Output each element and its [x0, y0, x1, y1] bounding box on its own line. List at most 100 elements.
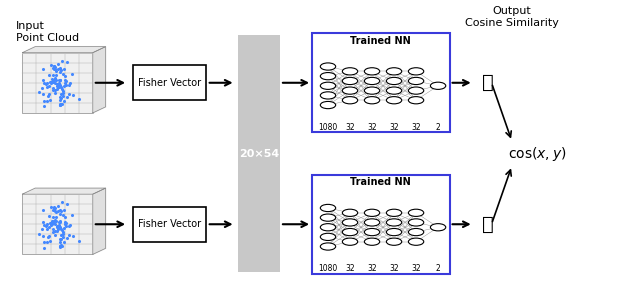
Point [56, 101, 66, 106]
Polygon shape [93, 188, 106, 254]
Circle shape [408, 228, 424, 236]
Circle shape [342, 97, 358, 104]
FancyBboxPatch shape [312, 175, 450, 274]
Point [39, 98, 49, 103]
Text: Trained NN: Trained NN [351, 36, 411, 46]
Point [55, 70, 65, 75]
Point [50, 88, 60, 92]
Point [51, 82, 61, 87]
Point [58, 232, 68, 237]
Point [54, 219, 65, 224]
Text: 32: 32 [345, 264, 355, 273]
Point [57, 228, 67, 232]
Text: Fisher Vector: Fisher Vector [138, 78, 201, 88]
Point [58, 90, 68, 95]
Point [42, 227, 52, 231]
Point [67, 72, 77, 76]
Circle shape [364, 68, 380, 75]
Circle shape [364, 238, 380, 245]
Text: 32: 32 [389, 264, 399, 273]
Point [55, 236, 65, 241]
Circle shape [321, 243, 336, 250]
Point [56, 102, 66, 107]
Point [53, 62, 63, 67]
Point [56, 244, 66, 249]
Point [55, 219, 65, 224]
Point [48, 88, 58, 92]
Point [46, 81, 56, 85]
Point [41, 223, 51, 228]
Point [34, 90, 44, 95]
Point [47, 221, 58, 226]
Point [60, 224, 70, 228]
Bar [22, 194, 93, 254]
Point [68, 234, 78, 238]
Point [51, 77, 61, 82]
Point [57, 86, 67, 91]
Point [55, 244, 65, 249]
Text: 32: 32 [389, 123, 399, 132]
Point [49, 219, 59, 223]
Point [54, 82, 64, 87]
Point [43, 94, 53, 98]
Point [48, 227, 58, 231]
Text: Input
Point Cloud: Input Point Cloud [16, 21, 79, 43]
Point [57, 200, 67, 204]
Point [42, 80, 52, 85]
Point [38, 208, 48, 213]
Point [49, 219, 59, 223]
Circle shape [408, 68, 424, 75]
Circle shape [387, 77, 402, 85]
Point [52, 87, 63, 92]
Point [46, 222, 56, 227]
Point [62, 202, 72, 206]
Point [54, 81, 65, 85]
Point [55, 78, 65, 83]
Point [55, 66, 65, 71]
Point [46, 63, 56, 67]
Point [55, 239, 65, 244]
Text: $\cos(x, y)$: $\cos(x, y)$ [508, 144, 567, 163]
Circle shape [342, 87, 358, 94]
Circle shape [321, 73, 336, 80]
Point [56, 102, 67, 107]
Point [38, 92, 49, 97]
Text: 32: 32 [412, 264, 421, 273]
Point [51, 73, 61, 78]
Circle shape [387, 68, 402, 75]
Point [48, 221, 58, 226]
Point [60, 219, 70, 224]
Point [50, 232, 60, 237]
Point [53, 226, 63, 231]
Point [53, 203, 63, 208]
Point [65, 81, 75, 86]
Point [54, 243, 65, 248]
Point [56, 91, 66, 96]
Point [54, 78, 65, 82]
Point [61, 236, 72, 241]
Point [51, 224, 61, 228]
Point [37, 78, 47, 83]
Point [49, 63, 59, 68]
Point [38, 234, 49, 238]
Point [42, 222, 52, 227]
Text: 2: 2 [436, 264, 440, 273]
Circle shape [321, 101, 336, 109]
Point [42, 85, 52, 90]
Point [50, 65, 60, 70]
Circle shape [342, 238, 358, 245]
Point [49, 77, 59, 82]
Circle shape [408, 77, 424, 85]
Text: 32: 32 [367, 264, 377, 273]
Circle shape [387, 87, 402, 94]
Circle shape [408, 87, 424, 94]
Point [58, 240, 68, 245]
Point [56, 209, 67, 214]
Point [59, 225, 69, 230]
Point [56, 77, 66, 82]
Point [49, 205, 59, 210]
Point [58, 98, 68, 103]
Point [55, 225, 65, 229]
Point [57, 58, 67, 63]
Circle shape [408, 238, 424, 245]
